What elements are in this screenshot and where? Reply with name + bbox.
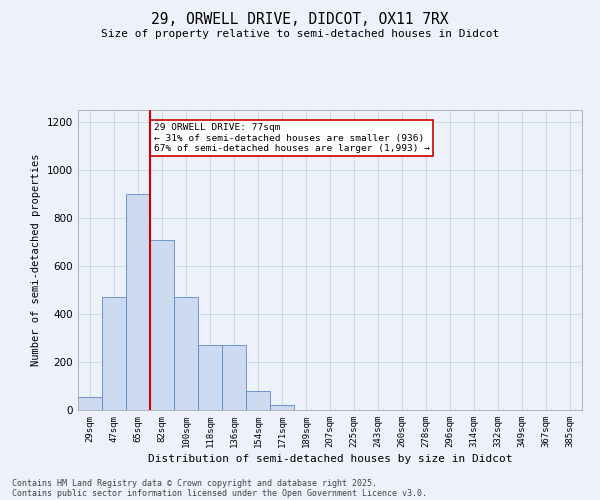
Bar [126,194,150,410]
Text: 29, ORWELL DRIVE, DIDCOT, OX11 7RX: 29, ORWELL DRIVE, DIDCOT, OX11 7RX [151,12,449,28]
Bar [174,297,198,410]
X-axis label: Distribution of semi-detached houses by size in Didcot: Distribution of semi-detached houses by … [148,454,512,464]
Text: Size of property relative to semi-detached houses in Didcot: Size of property relative to semi-detach… [101,29,499,39]
Bar [102,297,126,410]
Bar [198,345,222,410]
Text: Contains HM Land Registry data © Crown copyright and database right 2025.: Contains HM Land Registry data © Crown c… [12,478,377,488]
Bar [78,397,102,410]
Bar [222,345,246,410]
Bar [150,240,174,410]
Text: 29 ORWELL DRIVE: 77sqm
← 31% of semi-detached houses are smaller (936)
67% of se: 29 ORWELL DRIVE: 77sqm ← 31% of semi-det… [154,123,430,153]
Y-axis label: Number of semi-detached properties: Number of semi-detached properties [31,154,41,366]
Bar [246,391,270,410]
Bar [270,405,294,410]
Text: Contains public sector information licensed under the Open Government Licence v3: Contains public sector information licen… [12,488,427,498]
